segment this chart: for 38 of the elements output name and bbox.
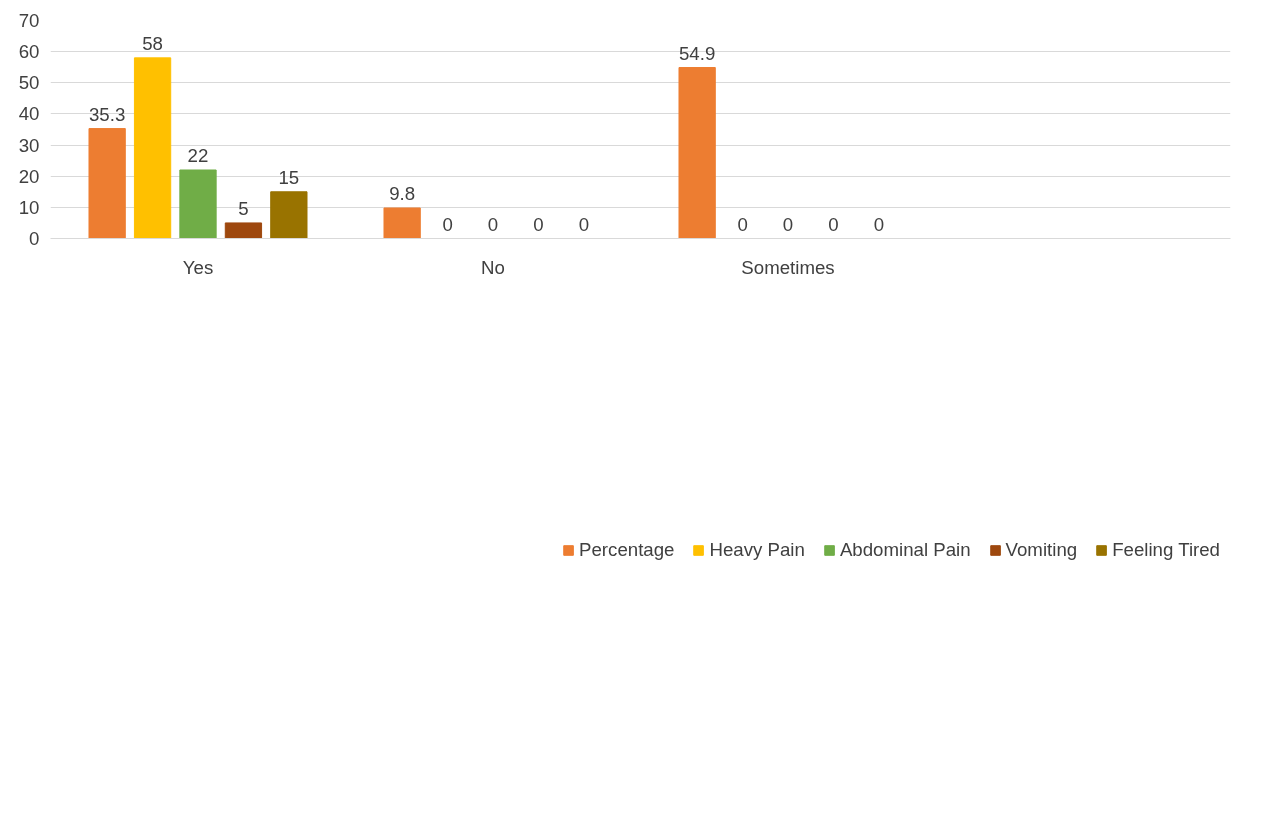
x-tick-label: Yes <box>182 256 214 278</box>
x-tick-label: No <box>481 256 505 278</box>
y-tick-label: 20 <box>18 165 40 187</box>
bar <box>179 169 217 239</box>
legend-label: Abdominal Pain <box>839 539 971 561</box>
data-label: 9.8 <box>389 182 416 204</box>
legend-label: Feeling Tired <box>1112 539 1220 561</box>
y-tick-label: 50 <box>18 72 40 94</box>
bar <box>224 222 263 239</box>
legend-label: Vomiting <box>1005 539 1078 561</box>
data-label: 0 <box>873 213 885 235</box>
data-label: 58 <box>142 32 163 54</box>
legend-label: Heavy Pain <box>709 539 805 561</box>
data-label: 22 <box>187 144 209 166</box>
data-label: 0 <box>533 213 544 235</box>
bar <box>678 67 716 239</box>
y-tick-label: 30 <box>18 134 40 156</box>
data-label: 54.9 <box>678 42 716 64</box>
y-tick-label: 0 <box>29 228 40 249</box>
data-label: 0 <box>578 213 590 235</box>
bar <box>88 128 126 239</box>
y-tick-label: 60 <box>18 41 40 63</box>
bar <box>383 207 421 239</box>
data-label: 0 <box>828 213 839 235</box>
y-tick-label: 70 <box>18 10 40 31</box>
data-label: 5 <box>238 197 249 219</box>
y-tick-label: 10 <box>18 196 40 218</box>
data-label: 0 <box>737 213 748 235</box>
x-tick-label: Sometimes <box>741 256 835 278</box>
bar <box>133 57 172 239</box>
data-label: 15 <box>278 166 300 188</box>
legend-label: Percentage <box>579 539 675 561</box>
data-label: 0 <box>442 213 453 235</box>
data-label: 35.3 <box>88 103 126 125</box>
data-label: 0 <box>782 213 794 235</box>
data-label: 0 <box>487 213 499 235</box>
y-tick-label: 40 <box>18 103 40 125</box>
bar <box>270 191 308 239</box>
